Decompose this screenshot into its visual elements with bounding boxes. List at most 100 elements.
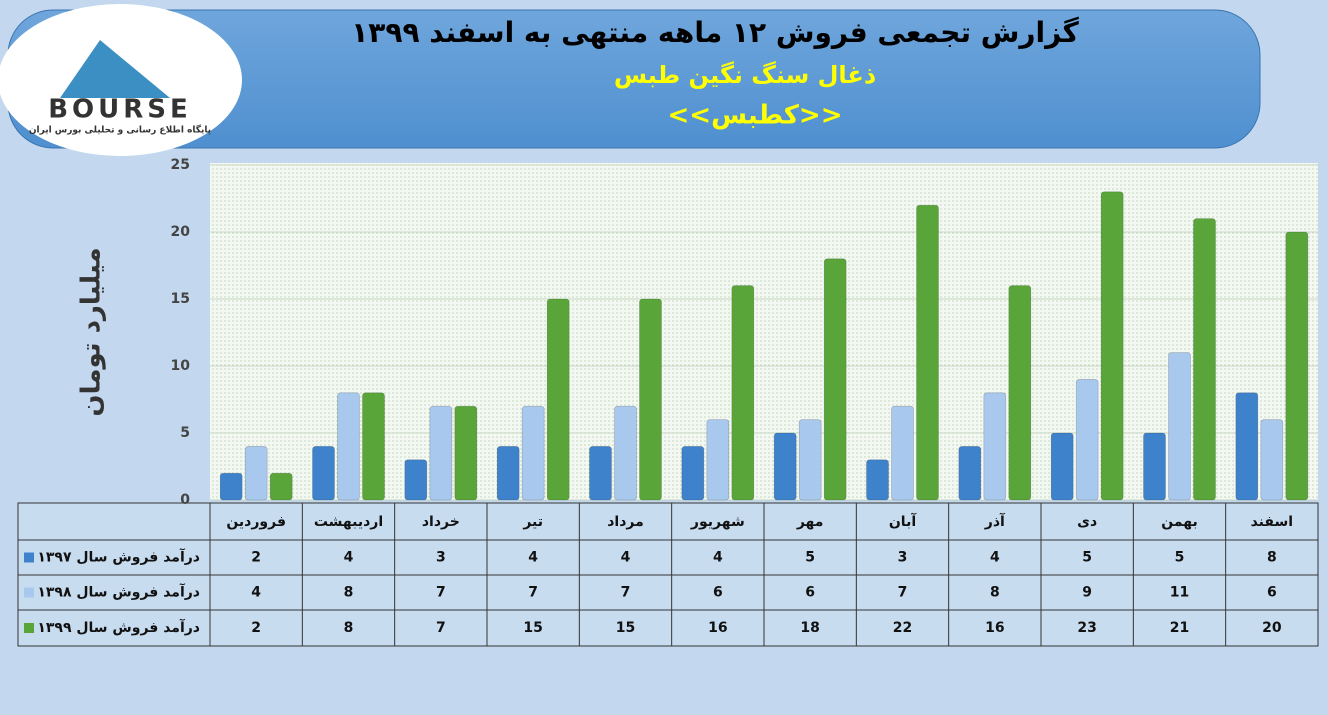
table-value: 6 bbox=[713, 585, 723, 601]
bar bbox=[823, 258, 847, 501]
table-value: 6 bbox=[1267, 585, 1277, 601]
table-value: 3 bbox=[436, 550, 446, 566]
table-value: 8 bbox=[344, 585, 354, 601]
legend-swatch bbox=[24, 587, 34, 598]
symbol: <<کطبس>> bbox=[668, 101, 843, 131]
table-value: 7 bbox=[436, 620, 446, 636]
bar bbox=[706, 419, 730, 501]
y-tick-label: 15 bbox=[171, 291, 190, 307]
logo-mark bbox=[60, 40, 170, 98]
bar bbox=[362, 392, 385, 501]
bar bbox=[312, 446, 335, 501]
bar bbox=[1235, 392, 1259, 501]
x-tick-label: دی bbox=[1077, 514, 1097, 530]
table-value: 7 bbox=[436, 585, 446, 601]
y-axis-label: میلیارد تومان bbox=[77, 247, 107, 416]
bar bbox=[429, 405, 453, 501]
bar bbox=[681, 446, 705, 501]
bar bbox=[1008, 285, 1032, 501]
x-tick-label: تیر bbox=[522, 514, 543, 530]
table-value: 20 bbox=[1262, 620, 1282, 636]
bar bbox=[546, 298, 570, 501]
bar bbox=[244, 446, 268, 501]
table-value: 7 bbox=[621, 585, 631, 601]
table-value: 4 bbox=[990, 550, 1000, 566]
table-value: 4 bbox=[621, 550, 631, 566]
bar bbox=[454, 405, 478, 501]
bar bbox=[639, 298, 662, 501]
bar bbox=[731, 285, 755, 501]
plot-area bbox=[210, 163, 1318, 500]
bar bbox=[916, 204, 939, 501]
table-value: 22 bbox=[893, 620, 912, 636]
table-value: 5 bbox=[805, 550, 815, 566]
y-tick-label: 0 bbox=[180, 492, 190, 508]
table-value: 23 bbox=[1077, 620, 1096, 636]
x-tick-label: شهریور bbox=[690, 514, 745, 530]
table-value: 18 bbox=[800, 620, 819, 636]
bar bbox=[798, 419, 822, 501]
table-value: 8 bbox=[1267, 550, 1277, 566]
table-value: 5 bbox=[1082, 550, 1092, 566]
bar bbox=[958, 446, 982, 501]
x-tick-label: اسفند bbox=[1251, 514, 1293, 530]
bar bbox=[1143, 432, 1166, 501]
table-value: 15 bbox=[523, 620, 542, 636]
legend-label: درآمد فروش سال ۱۳۹۷ bbox=[37, 548, 200, 566]
table-value: 3 bbox=[898, 550, 908, 566]
bar bbox=[773, 432, 797, 501]
bar bbox=[1050, 432, 1074, 501]
bar bbox=[589, 446, 612, 501]
x-tick-label: مهر bbox=[796, 514, 824, 530]
bar bbox=[1075, 379, 1099, 501]
y-tick-label: 5 bbox=[180, 425, 190, 441]
bar bbox=[891, 405, 914, 501]
chart-title: گزارش تجمعی فروش ۱۲ ماهه منتهی به اسفند … bbox=[351, 16, 1079, 49]
x-tick-label: آبان bbox=[889, 512, 917, 530]
legend-swatch bbox=[24, 623, 34, 633]
table-value: 16 bbox=[985, 620, 1004, 636]
y-tick-label: 25 bbox=[171, 157, 190, 173]
subtitle: ذغال سنگ نگین طبس bbox=[614, 61, 876, 89]
legend-label: درآمد فروش سال ۱۳۹۸ bbox=[37, 583, 200, 601]
y-tick-label: 20 bbox=[171, 224, 191, 240]
bar bbox=[1168, 352, 1191, 501]
table-value: 4 bbox=[344, 550, 354, 566]
table-value: 4 bbox=[528, 550, 538, 566]
bar bbox=[614, 405, 637, 501]
bar bbox=[269, 472, 293, 501]
table-value: 7 bbox=[528, 585, 538, 601]
x-tick-label: آذر bbox=[984, 512, 1006, 530]
table-value: 6 bbox=[805, 585, 815, 601]
table-value: 5 bbox=[1175, 550, 1185, 566]
y-tick-label: 10 bbox=[171, 358, 191, 374]
bar bbox=[1260, 419, 1284, 501]
bar bbox=[521, 405, 545, 501]
bar bbox=[496, 446, 520, 501]
table-value: 8 bbox=[344, 620, 354, 636]
table-value: 21 bbox=[1170, 620, 1189, 636]
table-value: 2 bbox=[251, 550, 261, 566]
bar bbox=[1285, 231, 1309, 501]
x-tick-label: اردیبهشت bbox=[314, 514, 383, 530]
x-tick-label: مرداد bbox=[607, 514, 644, 530]
legend-label: درآمد فروش سال ۱۳۹۹ bbox=[37, 618, 200, 636]
table-value: 15 bbox=[616, 620, 635, 636]
x-tick-label: فروردین bbox=[226, 514, 286, 530]
table-value: 4 bbox=[713, 550, 723, 566]
bar bbox=[337, 392, 360, 501]
bar bbox=[1193, 218, 1216, 501]
table-value: 11 bbox=[1170, 585, 1189, 601]
table-value: 9 bbox=[1082, 585, 1092, 601]
bar bbox=[219, 472, 243, 501]
logo-tagline: پایگاه اطلاع رسانی و تحلیلی بورس ایران bbox=[29, 124, 211, 136]
legend-swatch bbox=[24, 552, 34, 563]
table-value: 16 bbox=[708, 620, 727, 636]
bar bbox=[1100, 191, 1124, 501]
table-value: 2 bbox=[251, 620, 261, 636]
bar bbox=[404, 459, 428, 501]
table-value: 7 bbox=[898, 585, 908, 601]
bar bbox=[866, 459, 889, 501]
